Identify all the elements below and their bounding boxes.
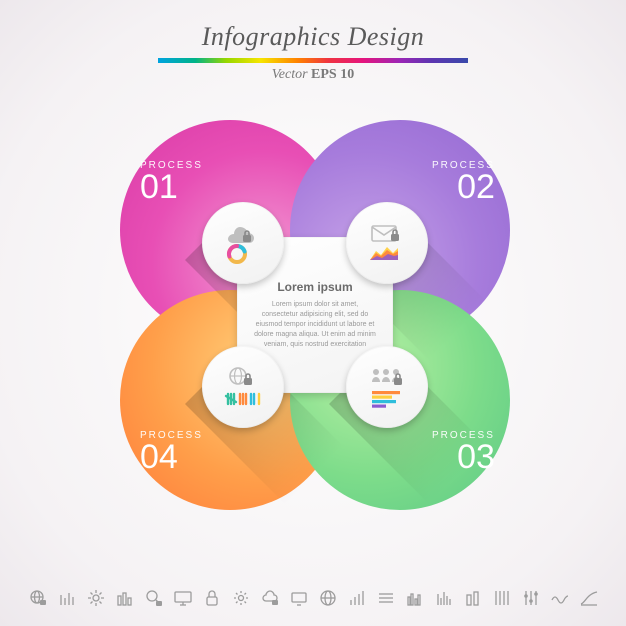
- mini-circle-2: [346, 202, 428, 284]
- process-num-4: 04: [140, 441, 203, 473]
- bars-duo-icon: [463, 588, 483, 608]
- cloud-lock-donut-icon: [220, 220, 266, 266]
- gear-small-icon: [231, 588, 251, 608]
- icon-row: [0, 588, 626, 608]
- process-num-2: 02: [432, 171, 495, 203]
- center-body: Lorem ipsum dolor sit amet, consectetur …: [253, 300, 377, 351]
- lock-icon: [202, 588, 222, 608]
- process-word-3: PROCESS: [432, 430, 495, 441]
- globe-lock-tallies-icon: [220, 364, 266, 410]
- waves-icon: [550, 588, 570, 608]
- bars-asc-icon: [347, 588, 367, 608]
- bars-grouped-icon: [405, 588, 425, 608]
- globe-lock-icon: [28, 588, 48, 608]
- search-lock-icon: [144, 588, 164, 608]
- process-word-4: PROCESS: [140, 430, 203, 441]
- cloud-lock-icon: [260, 588, 280, 608]
- mail-lock-area-icon: [364, 220, 410, 266]
- process-word-1: PROCESS: [140, 160, 203, 171]
- process-label-3: PROCESS 03: [432, 430, 495, 473]
- mini-circle-3: [346, 346, 428, 428]
- columns-icon: [115, 588, 135, 608]
- gear-icon: [86, 588, 106, 608]
- curve-icon: [579, 588, 599, 608]
- mini-circle-4: [202, 346, 284, 428]
- bars-vstripes-icon: [492, 588, 512, 608]
- mini-circle-1: [202, 202, 284, 284]
- process-label-4: PROCESS 04: [140, 430, 203, 473]
- infographic-stage: Lorem ipsum Lorem ipsum dolor sit amet, …: [0, 0, 626, 626]
- globe-icon: [318, 588, 338, 608]
- bars-vert-icon: [57, 588, 77, 608]
- people-lock-bars-icon: [364, 364, 410, 410]
- process-num-1: 01: [140, 171, 203, 203]
- monitor-small-icon: [289, 588, 309, 608]
- monitor-icon: [173, 588, 193, 608]
- process-num-3: 03: [432, 441, 495, 473]
- center-title: Lorem ipsum: [277, 280, 352, 294]
- process-word-2: PROCESS: [432, 160, 495, 171]
- lines-icon: [376, 588, 396, 608]
- process-label-2: PROCESS 02: [432, 160, 495, 203]
- sliders-icon: [521, 588, 541, 608]
- bars-thin-icon: [434, 588, 454, 608]
- process-label-1: PROCESS 01: [140, 160, 203, 203]
